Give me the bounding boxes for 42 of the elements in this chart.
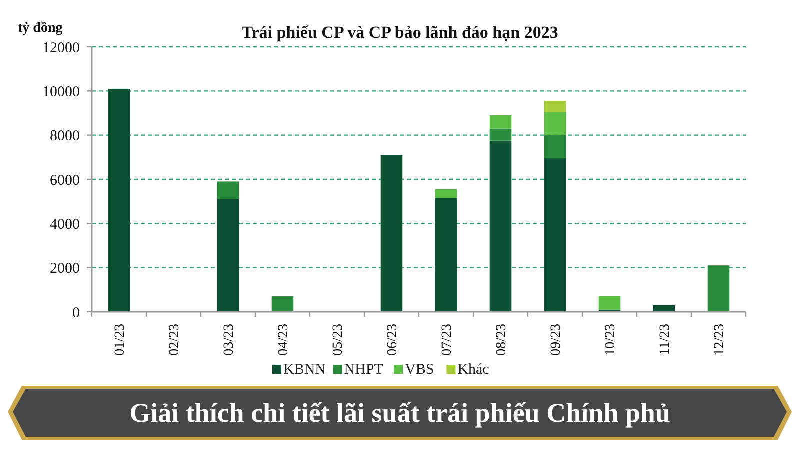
y-tick-label: 2000 — [50, 261, 80, 278]
y-tick-label: 10000 — [42, 84, 80, 100]
bar — [435, 198, 458, 312]
x-tick-label: 09/23 — [549, 324, 564, 356]
y-tick-label: 12000 — [42, 40, 80, 56]
text: Giải thích chi tiết lãi suất trái phiếu Chính phủ — [130, 398, 670, 428]
x-tick-label: 04/23 — [276, 324, 292, 356]
y-axis-title: tỷ đồng — [18, 21, 63, 36]
chart-title: Trái phiếu CP và CP bảo lãnh đáo hạn 2023 — [242, 23, 558, 42]
x-tick-label: 12/23 — [712, 324, 728, 356]
bar — [380, 155, 403, 312]
bar — [490, 140, 512, 312]
bar — [435, 189, 458, 198]
legend-label: NHPT — [344, 362, 384, 378]
x-tick-label: 05/23 — [331, 324, 346, 356]
bar — [544, 101, 566, 112]
bar — [490, 128, 512, 141]
bar — [108, 88, 130, 312]
legend-label: Khác — [458, 362, 490, 378]
bar — [544, 112, 566, 136]
bar — [217, 199, 240, 312]
bar — [490, 115, 512, 129]
bar — [598, 296, 621, 310]
x-tick-label: 03/23 — [222, 324, 238, 356]
bar — [708, 266, 730, 312]
bar — [272, 296, 294, 312]
bar — [544, 158, 566, 312]
x-tick-label: 02/23 — [168, 324, 183, 356]
x-tick-label: 08/23 — [494, 324, 510, 356]
x-tick-label: 07/23 — [440, 324, 456, 356]
y-tick-label: 8000 — [50, 128, 80, 145]
bar — [217, 182, 240, 200]
legend-label: VBS — [405, 362, 434, 378]
bar — [544, 135, 566, 159]
y-tick-label: 6000 — [50, 172, 80, 189]
x-tick-label: 11/23 — [658, 324, 674, 356]
y-tick-label: 0 — [72, 305, 80, 322]
x-tick-label: 06/23 — [386, 324, 401, 356]
x-tick-label: 01/23 — [113, 324, 128, 356]
legend-label: KBNN — [284, 362, 326, 378]
x-tick-label: 10/23 — [604, 324, 619, 356]
y-tick-label: 4000 — [50, 216, 80, 233]
